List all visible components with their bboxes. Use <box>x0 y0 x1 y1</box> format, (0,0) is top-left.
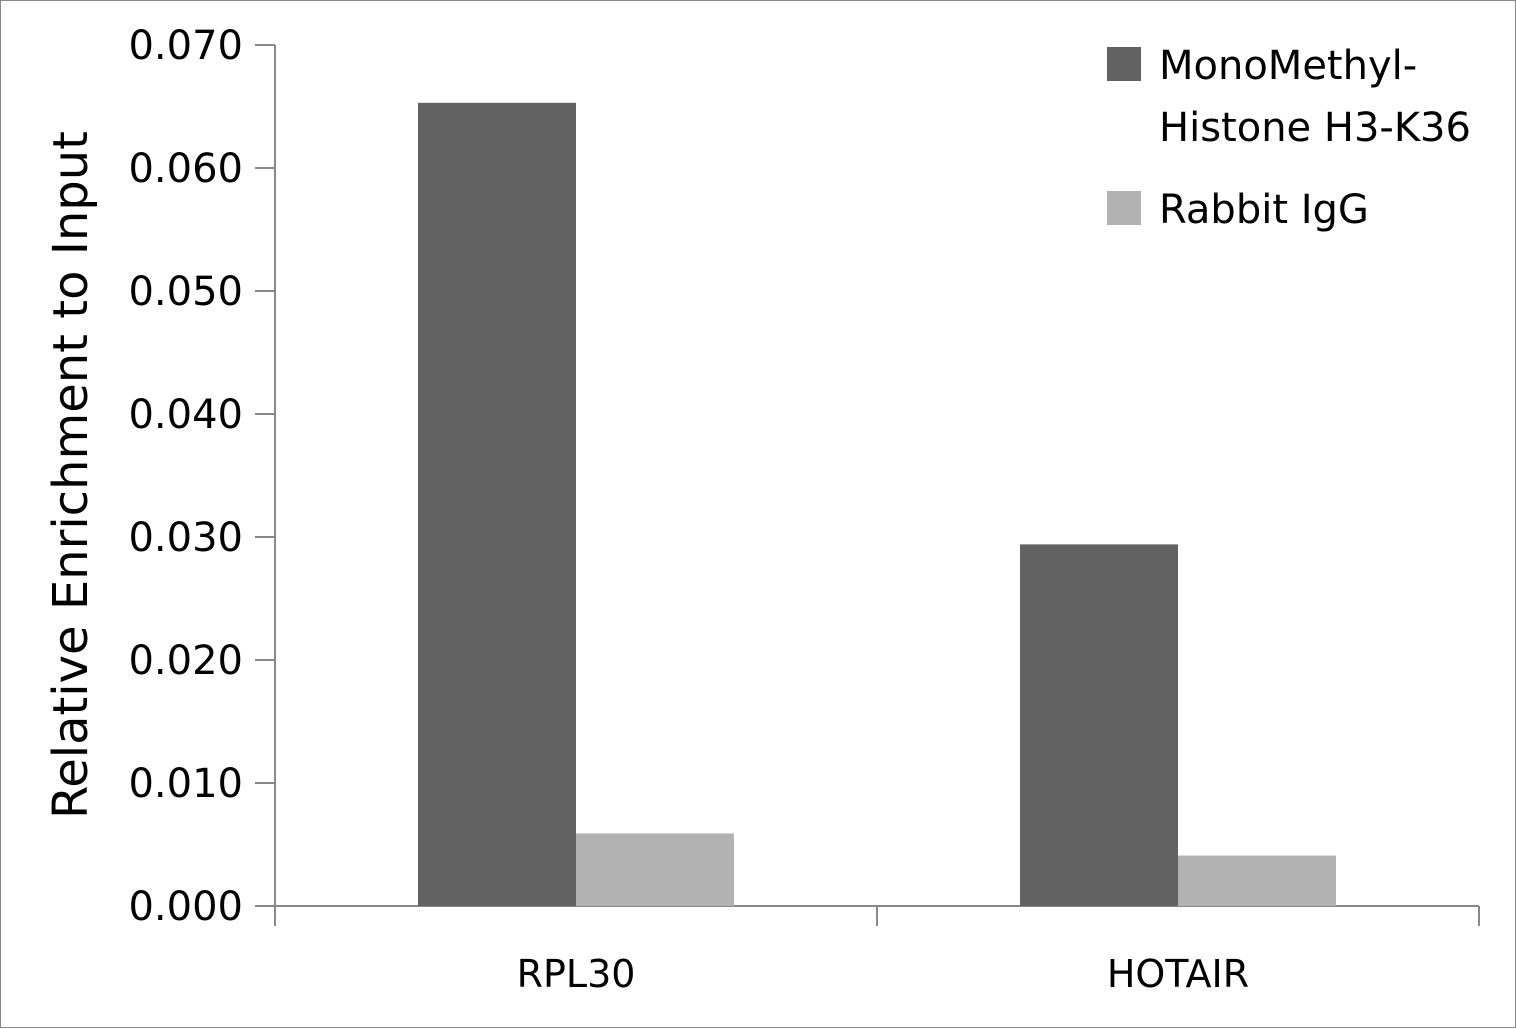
x-category-label: RPL30 <box>517 952 636 996</box>
legend-label: Histone H3-K36 <box>1159 105 1471 151</box>
bar-hotair-igg <box>1178 855 1336 906</box>
legend-swatch <box>1107 191 1141 225</box>
legend: MonoMethyl- Histone H3-K36 Rabbit IgG <box>1107 43 1471 233</box>
bar-rpl30-igg <box>576 833 734 906</box>
legend-label: MonoMethyl- <box>1159 43 1417 89</box>
y-tick-label: 0.000 <box>128 884 243 930</box>
y-tick-label: 0.050 <box>128 269 243 315</box>
y-axis-title: Relative Enrichment to Input <box>43 131 99 819</box>
legend-swatch <box>1107 47 1141 81</box>
x-category-label: HOTAIR <box>1107 952 1249 996</box>
y-tick-label: 0.020 <box>128 638 243 684</box>
y-tick-label: 0.070 <box>128 23 243 69</box>
bar-rpl30-monomethyl <box>418 102 576 906</box>
y-axis: 0.000 0.010 0.020 0.030 0.040 0.050 0.060 0.070 <box>128 23 276 930</box>
x-axis: RPL30 HOTAIR <box>274 905 1480 996</box>
y-tick-label: 0.010 <box>128 761 243 807</box>
bar-hotair-monomethyl <box>1020 544 1178 906</box>
y-tick-label: 0.030 <box>128 515 243 561</box>
bars <box>418 102 1336 906</box>
y-tick-label: 0.060 <box>128 146 243 192</box>
legend-label: Rabbit IgG <box>1159 187 1369 233</box>
y-tick-label: 0.040 <box>128 392 243 438</box>
